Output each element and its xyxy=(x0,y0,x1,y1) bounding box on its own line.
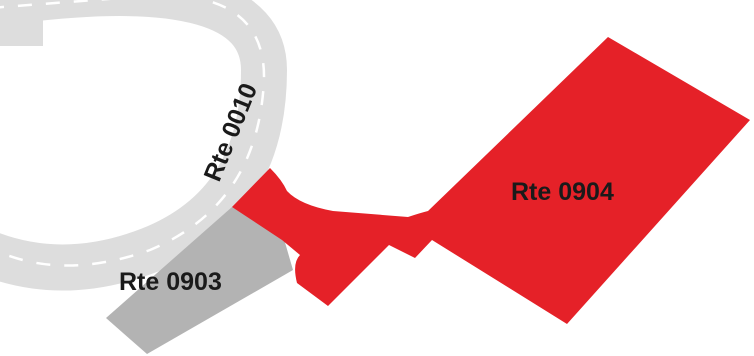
label-rte-0904: Rte 0904 xyxy=(511,178,614,206)
road-rte-0010-centerline xyxy=(0,0,266,267)
road-rte-0010[interactable] xyxy=(0,0,288,291)
highlighted-area-rte-0904[interactable] xyxy=(232,37,750,324)
road-rte-0903[interactable] xyxy=(106,207,293,354)
label-rte-0903: Rte 0903 xyxy=(119,268,222,296)
